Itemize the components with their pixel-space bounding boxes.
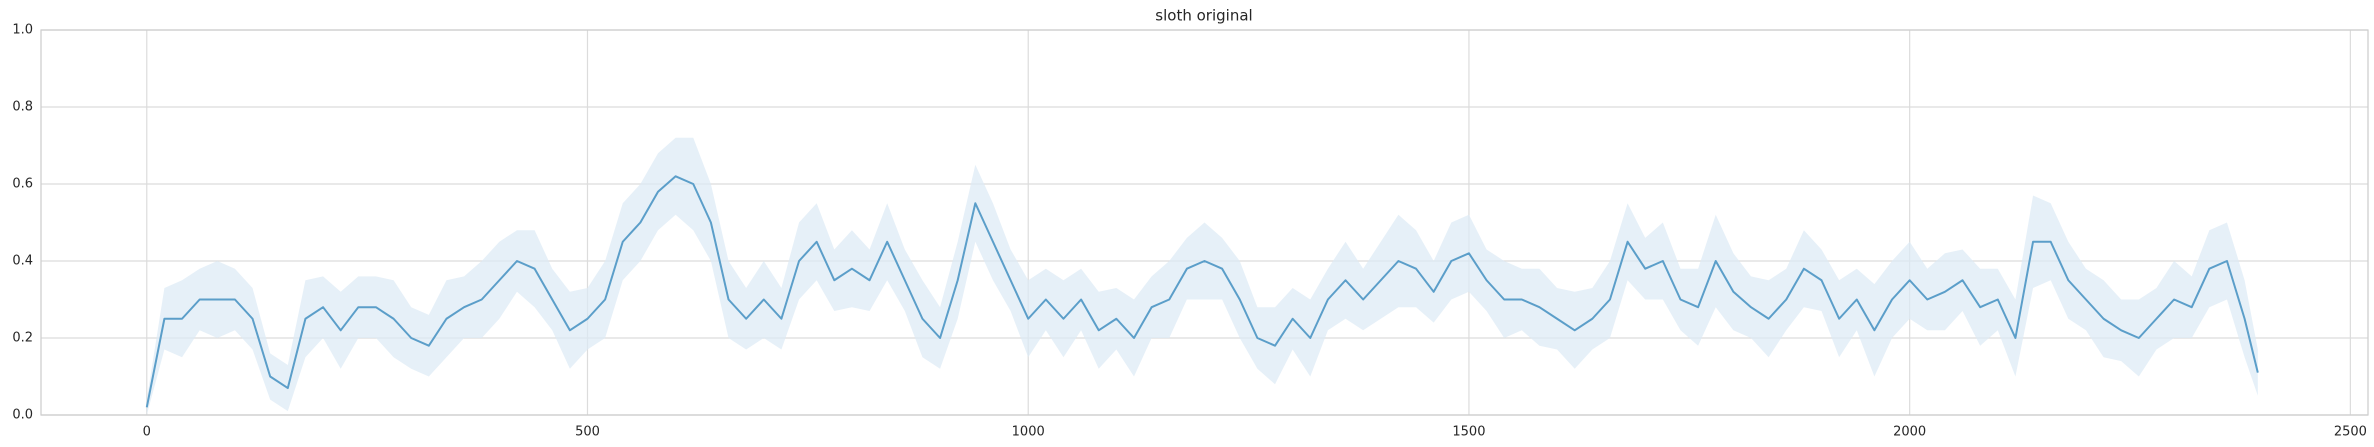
- y-tick-label: 0.0: [12, 408, 33, 423]
- y-tick-label: 0.4: [12, 254, 33, 269]
- y-tick-label: 0.8: [12, 100, 33, 115]
- confidence-band: [146, 137, 2258, 416]
- series-line: [145, 175, 2259, 408]
- x-tick-label: 2500: [2334, 425, 2367, 440]
- y-tick-label: 0.2: [12, 331, 33, 346]
- x-tick-label: 0: [143, 425, 151, 440]
- plot-frame: [40, 29, 2369, 416]
- chart-title: sloth original: [1155, 7, 1252, 25]
- x-tick-label: 500: [575, 425, 600, 440]
- y-tick-label: 0.6: [12, 177, 33, 192]
- x-tick-label: 1000: [1012, 425, 1045, 440]
- y-tick-label: 1.0: [12, 23, 33, 38]
- x-tick-label: 2000: [1893, 425, 1926, 440]
- x-tick-label: 1500: [1452, 425, 1485, 440]
